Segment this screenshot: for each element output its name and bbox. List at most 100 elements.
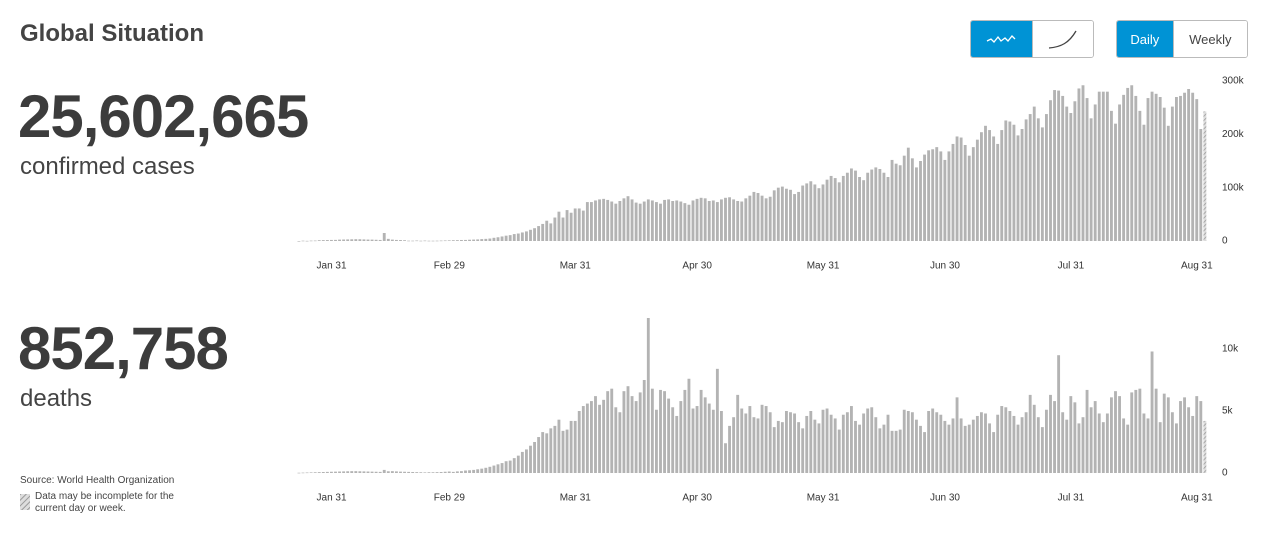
bar <box>679 201 683 241</box>
bar <box>370 239 374 241</box>
bar <box>947 151 951 241</box>
bar <box>902 155 906 241</box>
bar <box>541 432 545 473</box>
bar <box>947 424 951 473</box>
cumulative-style-button[interactable] <box>1031 21 1093 57</box>
bar <box>334 239 337 241</box>
bar <box>732 417 736 473</box>
bar <box>1057 355 1061 473</box>
bar <box>1203 111 1207 242</box>
bar <box>833 418 837 473</box>
bar <box>553 425 557 473</box>
bar <box>533 442 536 473</box>
bar <box>484 467 488 473</box>
bar <box>403 471 406 473</box>
bar <box>301 240 305 242</box>
bar <box>1093 401 1097 473</box>
bar <box>963 425 967 473</box>
bar <box>1118 396 1121 473</box>
total-value: 25,602,665 <box>18 83 309 150</box>
bar <box>687 378 691 473</box>
bar <box>411 240 415 242</box>
bar <box>1008 411 1012 473</box>
x-tick-label: Jul 31 <box>1058 261 1085 272</box>
bar <box>427 240 431 242</box>
x-tick-label: Feb 29 <box>434 493 466 504</box>
bar <box>366 239 370 241</box>
bar <box>1150 91 1154 242</box>
bar <box>1032 106 1036 241</box>
bar <box>874 167 878 241</box>
bar <box>919 425 922 473</box>
bar <box>545 220 549 241</box>
bar <box>825 179 829 241</box>
bar <box>1028 114 1032 241</box>
bar <box>663 199 666 241</box>
bar <box>744 198 748 241</box>
bar <box>309 472 313 473</box>
bar <box>358 471 362 473</box>
bar <box>561 430 565 473</box>
bar <box>451 471 455 473</box>
bar <box>874 417 878 473</box>
bar <box>655 409 658 473</box>
bar <box>1105 413 1109 473</box>
bar <box>728 197 731 241</box>
bar <box>878 428 882 473</box>
bar <box>959 418 963 473</box>
daily-button[interactable]: Daily <box>1117 21 1173 57</box>
bar <box>1138 388 1142 473</box>
bar <box>707 201 711 241</box>
bar <box>919 161 922 241</box>
bar <box>683 203 687 241</box>
bar <box>1126 87 1130 241</box>
x-tick-label: Aug 31 <box>1181 261 1213 272</box>
bar <box>1158 422 1162 473</box>
bar <box>1024 119 1028 241</box>
bar <box>736 394 740 473</box>
bar <box>460 471 463 473</box>
bar <box>756 193 760 241</box>
bar-style-button[interactable] <box>971 21 1032 57</box>
bar <box>996 414 1000 473</box>
bar <box>642 380 646 473</box>
bar <box>1073 402 1077 473</box>
bar <box>403 240 406 241</box>
bar <box>508 460 512 473</box>
x-tick-label: Jun 30 <box>930 261 960 272</box>
bar <box>585 202 589 241</box>
bar <box>1191 92 1195 241</box>
bar <box>821 184 825 241</box>
bar <box>789 189 792 241</box>
bar <box>1000 406 1004 473</box>
bar <box>1114 391 1117 473</box>
bar <box>1187 407 1191 473</box>
bar <box>415 472 419 473</box>
bar <box>1138 110 1142 241</box>
bar <box>602 399 606 473</box>
bar <box>1065 106 1069 241</box>
bar <box>740 201 744 241</box>
bar <box>443 471 447 473</box>
bar <box>529 445 532 473</box>
bar <box>797 191 801 241</box>
bar <box>1154 388 1158 473</box>
y-tick-label: 10k <box>1222 344 1239 355</box>
bar <box>630 199 634 241</box>
bar <box>715 368 719 473</box>
bar <box>366 471 370 473</box>
bar <box>776 187 780 241</box>
bar <box>435 240 439 242</box>
bar <box>313 240 317 242</box>
bar <box>382 233 386 241</box>
bar <box>1154 93 1158 241</box>
bar <box>996 143 1000 241</box>
bar <box>1077 423 1081 473</box>
bar <box>342 471 346 473</box>
bar <box>837 429 841 473</box>
bar <box>841 175 845 241</box>
bar <box>492 237 496 241</box>
bar <box>354 239 358 241</box>
weekly-button[interactable]: Weekly <box>1172 21 1247 57</box>
bar <box>772 190 776 241</box>
